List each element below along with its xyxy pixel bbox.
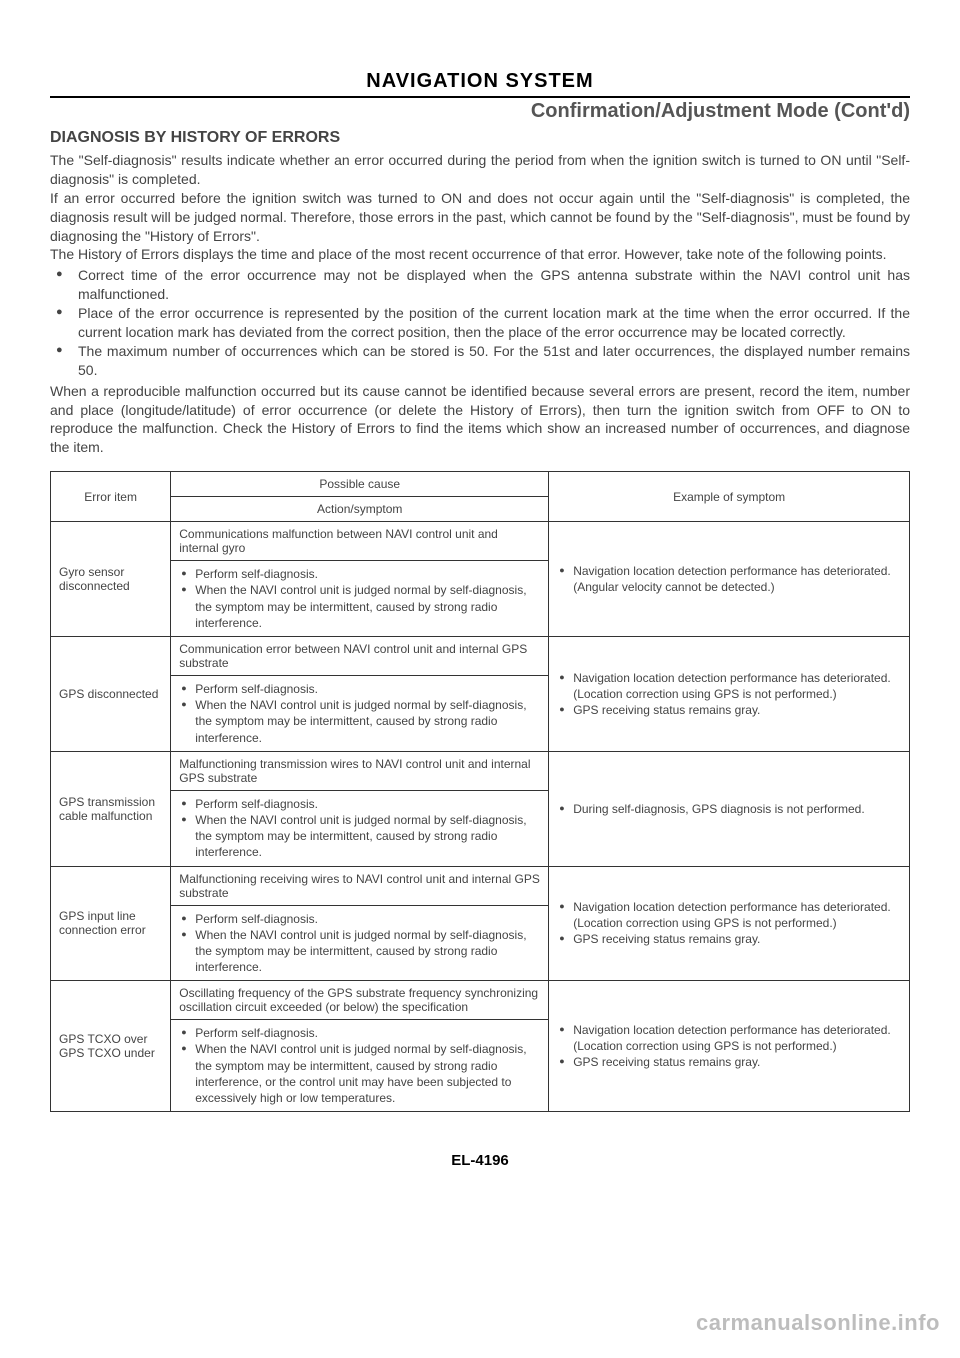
td-possible-cause: Malfunctioning transmission wires to NAV…	[171, 751, 549, 790]
td-possible-cause: Oscillating frequency of the GPS substra…	[171, 981, 549, 1020]
th-error-item: Error item	[51, 472, 171, 522]
th-action-symptom: Action/symptom	[171, 497, 549, 522]
paragraph-1: The "Self-diagnosis" results indicate wh…	[50, 151, 910, 189]
td-error-item: GPS TCXO over GPS TCXO under	[51, 981, 171, 1112]
td-possible-cause: Communications malfunction between NAVI …	[171, 522, 549, 561]
td-example: During self-diagnosis, GPS diagnosis is …	[549, 751, 910, 866]
document-page: NAVIGATION SYSTEM Confirmation/Adjustmen…	[0, 0, 960, 1358]
example-item: Navigation location detection performanc…	[557, 563, 901, 595]
td-error-item: Gyro sensor disconnected	[51, 522, 171, 637]
example-item: GPS receiving status remains gray.	[557, 931, 901, 947]
note-item-2: Place of the error occurrence is represe…	[50, 304, 910, 342]
td-action-symptom: Perform self-diagnosis.When the NAVI con…	[171, 905, 549, 981]
th-example: Example of symptom	[549, 472, 910, 522]
td-example: Navigation location detection performanc…	[549, 981, 910, 1112]
page-number: EL-4196	[50, 1152, 910, 1169]
action-item: Perform self-diagnosis.	[179, 1025, 540, 1041]
action-item: When the NAVI control unit is judged nor…	[179, 812, 540, 861]
paragraph-4: When a reproducible malfunction occurred…	[50, 382, 910, 458]
note-item-3: The maximum number of occurrences which …	[50, 342, 910, 380]
action-item: Perform self-diagnosis.	[179, 796, 540, 812]
diagnosis-table: Error itemPossible causeExample of sympt…	[50, 471, 910, 1112]
example-item: Navigation location detection performanc…	[557, 1022, 901, 1054]
td-example: Navigation location detection performanc…	[549, 637, 910, 752]
action-item: When the NAVI control unit is judged nor…	[179, 1041, 540, 1106]
td-possible-cause: Malfunctioning receiving wires to NAVI c…	[171, 866, 549, 905]
example-item: GPS receiving status remains gray.	[557, 702, 901, 718]
doc-subtitle: Confirmation/Adjustment Mode (Cont'd)	[50, 100, 910, 123]
note-item-1: Correct time of the error occurrence may…	[50, 266, 910, 304]
td-action-symptom: Perform self-diagnosis.When the NAVI con…	[171, 790, 549, 866]
action-item: Perform self-diagnosis.	[179, 681, 540, 697]
action-item: When the NAVI control unit is judged nor…	[179, 927, 540, 976]
action-item: Perform self-diagnosis.	[179, 911, 540, 927]
paragraph-3: The History of Errors displays the time …	[50, 245, 910, 264]
example-item: During self-diagnosis, GPS diagnosis is …	[557, 801, 901, 817]
example-item: Navigation location detection performanc…	[557, 899, 901, 931]
paragraph-2: If an error occurred before the ignition…	[50, 189, 910, 246]
td-action-symptom: Perform self-diagnosis.When the NAVI con…	[171, 676, 549, 752]
td-action-symptom: Perform self-diagnosis.When the NAVI con…	[171, 1020, 549, 1112]
td-error-item: GPS input line connection error	[51, 866, 171, 981]
td-error-item: GPS transmission cable malfunction	[51, 751, 171, 866]
td-error-item: GPS disconnected	[51, 637, 171, 752]
title-separator	[50, 96, 910, 98]
td-example: Navigation location detection performanc…	[549, 522, 910, 637]
action-item: When the NAVI control unit is judged nor…	[179, 697, 540, 746]
action-item: Perform self-diagnosis.	[179, 566, 540, 582]
td-action-symptom: Perform self-diagnosis.When the NAVI con…	[171, 561, 549, 637]
section-heading: DIAGNOSIS BY HISTORY OF ERRORS	[50, 129, 910, 147]
example-item: Navigation location detection performanc…	[557, 670, 901, 702]
doc-title: NAVIGATION SYSTEM	[50, 70, 910, 93]
td-example: Navigation location detection performanc…	[549, 866, 910, 981]
notes-list: Correct time of the error occurrence may…	[50, 266, 910, 379]
action-item: When the NAVI control unit is judged nor…	[179, 582, 540, 631]
th-possible-cause: Possible cause	[171, 472, 549, 497]
example-item: GPS receiving status remains gray.	[557, 1054, 901, 1070]
td-possible-cause: Communication error between NAVI control…	[171, 637, 549, 676]
watermark: carmanualsonline.info	[696, 1310, 940, 1336]
